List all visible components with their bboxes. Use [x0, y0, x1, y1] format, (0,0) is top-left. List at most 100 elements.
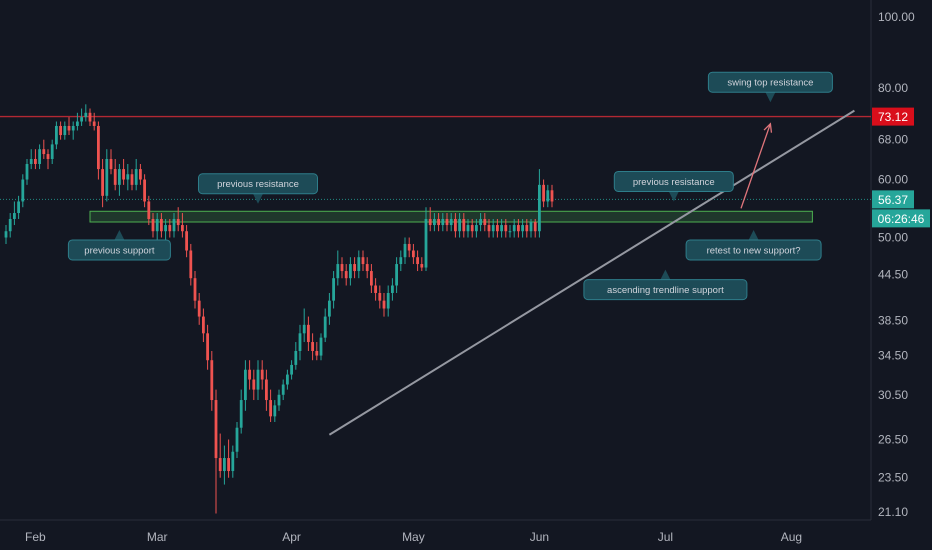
- candle-body: [84, 112, 88, 118]
- candle-body: [176, 218, 180, 226]
- callout-box: [67, 239, 171, 261]
- candle-body: [433, 218, 436, 226]
- candle-body: [445, 218, 449, 226]
- countdown-tag-text: 06:26:46: [878, 212, 925, 226]
- candle-body: [231, 451, 235, 472]
- candle-body: [311, 342, 314, 351]
- candle-body: [361, 257, 365, 265]
- candle-body: [428, 218, 432, 226]
- annotation-callout[interactable]: ascending trendline support: [583, 269, 748, 301]
- annotation-callout[interactable]: swing top resistance: [707, 71, 833, 103]
- candle-body: [223, 458, 226, 472]
- candle-body: [218, 458, 222, 472]
- candle-body: [34, 158, 37, 164]
- candle-body: [189, 250, 193, 279]
- candle-body: [164, 225, 167, 232]
- candle-body: [496, 225, 499, 232]
- candle-body: [239, 400, 243, 428]
- candle-body: [273, 405, 277, 417]
- candle-body: [4, 231, 8, 238]
- candle-body: [260, 369, 264, 380]
- callout-text: previous support: [84, 245, 155, 256]
- candle-body: [160, 218, 163, 232]
- x-tick-label: May: [402, 530, 425, 544]
- candle-body: [475, 225, 478, 232]
- annotation-callout[interactable]: previous resistance: [613, 170, 734, 202]
- candle-body: [281, 384, 285, 395]
- candle-body: [294, 350, 298, 365]
- y-tick-label: 23.50: [878, 471, 908, 485]
- candle-body: [197, 300, 201, 317]
- candle-body: [302, 324, 306, 334]
- ascending-trendline[interactable]: [328, 109, 855, 436]
- projection-arrow-head: [763, 122, 773, 133]
- candle-body: [382, 300, 386, 309]
- projection-arrow[interactable]: [740, 123, 772, 209]
- candle-body: [139, 169, 142, 180]
- x-tick-label: Apr: [282, 530, 301, 544]
- y-tick-label: 30.50: [878, 388, 908, 402]
- callout-pointer: [253, 193, 263, 204]
- y-tick-label: 60.00: [878, 173, 908, 187]
- last-price-tag-text: 56.37: [878, 193, 908, 207]
- candle-body: [407, 243, 411, 251]
- x-tick-label: Feb: [25, 530, 46, 544]
- candle-body: [315, 350, 319, 356]
- candle-body: [416, 257, 419, 265]
- x-tick-label: Jun: [530, 530, 549, 544]
- callout-text: previous resistance: [217, 179, 299, 190]
- candle-body: [155, 218, 159, 232]
- candle-body: [206, 333, 209, 361]
- candle-body: [323, 316, 327, 338]
- candle-body: [202, 316, 205, 334]
- candle-body: [521, 225, 524, 232]
- candle-body: [252, 379, 256, 390]
- candle-body: [168, 225, 172, 232]
- candle-body: [500, 225, 503, 232]
- candle-body: [542, 184, 545, 202]
- candle-body: [391, 285, 394, 293]
- candle-body: [470, 225, 474, 232]
- candle-body: [214, 400, 218, 459]
- annotation-callout[interactable]: previous support: [67, 229, 171, 261]
- callout-text: retest to new support?: [707, 245, 801, 256]
- candle-body: [101, 169, 104, 196]
- resistance-price-tag: [872, 107, 914, 126]
- callout-box: [685, 239, 822, 261]
- candle-body: [344, 271, 348, 279]
- candle-body: [365, 264, 369, 272]
- candle-body: [441, 218, 445, 226]
- candle-body: [181, 225, 184, 232]
- candle-body: [525, 225, 529, 232]
- candle-body: [269, 400, 272, 417]
- annotation-callout[interactable]: retest to new support?: [685, 229, 822, 261]
- annotation-callout[interactable]: previous resistance: [198, 173, 318, 204]
- candle-body: [332, 278, 335, 301]
- candle-body: [395, 264, 398, 286]
- y-tick-label: 21.10: [878, 505, 908, 519]
- candle-body: [290, 364, 293, 375]
- candle-body: [504, 225, 508, 232]
- candle-body: [265, 379, 268, 401]
- candle-body: [517, 225, 520, 232]
- candle-body: [46, 154, 50, 159]
- candle-body: [67, 125, 71, 131]
- callout-box: [707, 71, 833, 93]
- x-tick-label: Jul: [658, 530, 673, 544]
- candle-body: [147, 201, 151, 219]
- candle-body: [466, 225, 470, 232]
- y-tick-label: 44.50: [878, 268, 908, 282]
- candle-body: [13, 213, 16, 219]
- callout-box: [613, 170, 734, 192]
- candle-body: [17, 201, 20, 214]
- callout-pointer: [668, 191, 679, 202]
- candle-body: [193, 278, 197, 301]
- candle-body: [487, 225, 491, 232]
- candle-body: [529, 221, 533, 232]
- candle-body: [298, 333, 302, 351]
- candle-body: [374, 285, 377, 293]
- candle-body: [378, 292, 382, 301]
- callout-pointer: [114, 229, 125, 240]
